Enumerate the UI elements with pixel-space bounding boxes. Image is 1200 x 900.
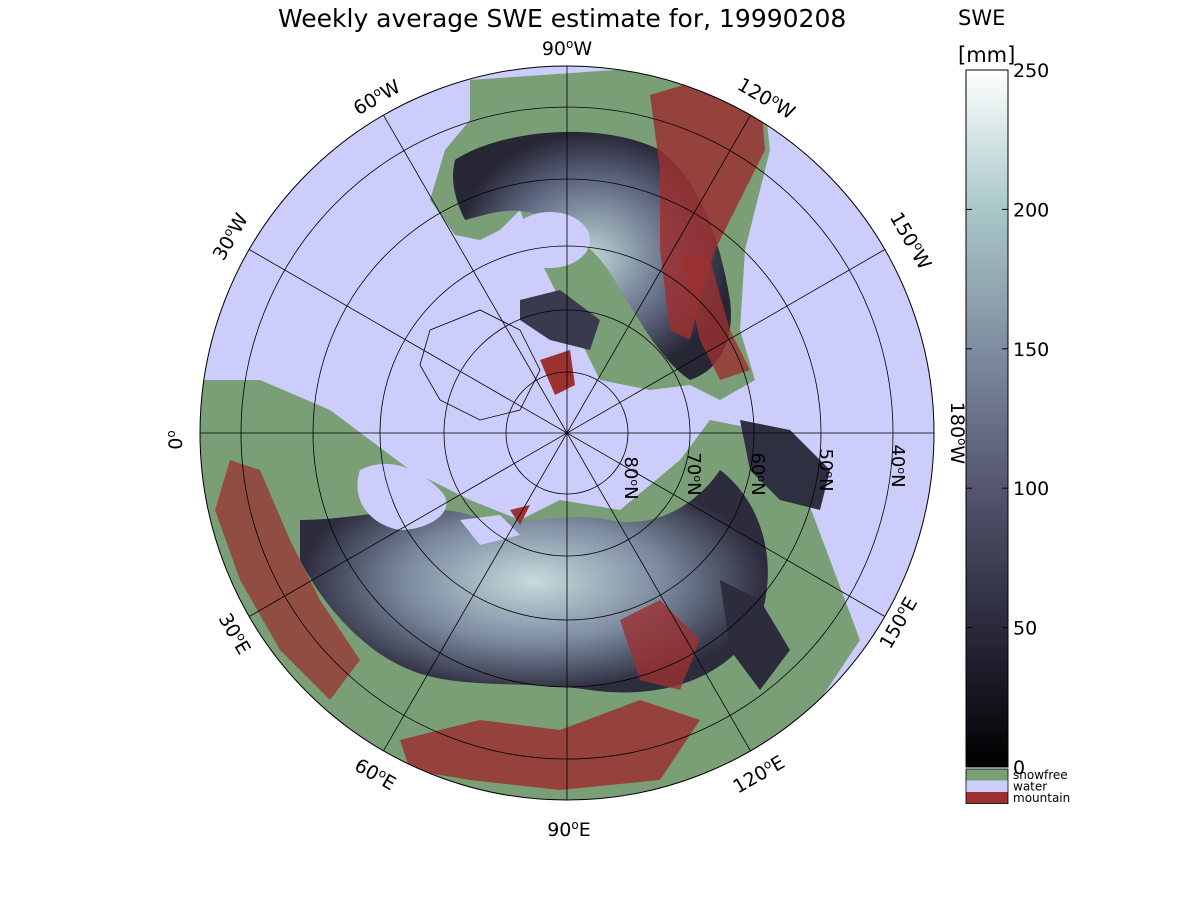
colorbar-tick-label: 150 bbox=[1013, 339, 1049, 361]
colorbar-label-line1: SWE bbox=[958, 6, 1005, 30]
latitude-labels: 80oN 70oN 60oN 50oN 40oN bbox=[620, 444, 909, 499]
lat-label-80n: 80oN bbox=[620, 456, 642, 499]
colorbar-tick-label: 250 bbox=[1013, 60, 1049, 82]
lat-label-50n: 50oN bbox=[815, 448, 837, 491]
lon-label-0: 0o bbox=[164, 430, 187, 449]
lon-label-90e: 90oE bbox=[547, 818, 591, 841]
colorbar-label-line2: [mm] bbox=[958, 43, 1015, 67]
category-label-mountain: mountain bbox=[1013, 791, 1070, 805]
eurasia-region bbox=[200, 380, 860, 800]
category-label-snowfree: snowfree bbox=[1013, 768, 1068, 782]
colorbar-ticks: 0 50 100 150 200 250 bbox=[966, 60, 1049, 779]
category-swatch-snowfree bbox=[966, 769, 1008, 781]
polar-map: 90oW 120oW 150oW 180oW 150oE 120oE 90oE … bbox=[164, 37, 969, 841]
lon-label-90w: 90oW bbox=[542, 37, 593, 60]
colorbar-tick-label: 100 bbox=[1013, 478, 1049, 500]
map-title: Weekly average SWE estimate for, 1999020… bbox=[278, 4, 847, 33]
colorbar-tick-label: 200 bbox=[1013, 199, 1049, 221]
chukotka-region bbox=[740, 420, 830, 510]
category-swatch-mountain bbox=[966, 792, 1008, 804]
colorbar: SWE [mm] 0 50 100 150 200 250 snowfreewatermo… bbox=[958, 6, 1070, 805]
lon-label-180w: 180oW bbox=[946, 402, 969, 465]
meridian-120e-60w bbox=[383, 114, 751, 752]
colorbar-tick-label: 50 bbox=[1013, 618, 1037, 640]
lat-label-70n: 70oN bbox=[683, 452, 705, 495]
hudson-bay bbox=[510, 212, 590, 268]
colorbar-gradient bbox=[965, 69, 1009, 768]
lat-label-60n: 60oN bbox=[747, 452, 769, 495]
lon-label-60e: 60oE bbox=[351, 754, 400, 796]
category-swatch-water bbox=[966, 780, 1008, 792]
category-label-water: water bbox=[1013, 780, 1047, 794]
graticule bbox=[199, 65, 935, 801]
lat-label-40n: 40oN bbox=[887, 444, 909, 487]
category-frame bbox=[965, 768, 1009, 804]
greenland bbox=[419, 309, 541, 421]
colorbar-tick-label: 0 bbox=[1013, 757, 1025, 779]
